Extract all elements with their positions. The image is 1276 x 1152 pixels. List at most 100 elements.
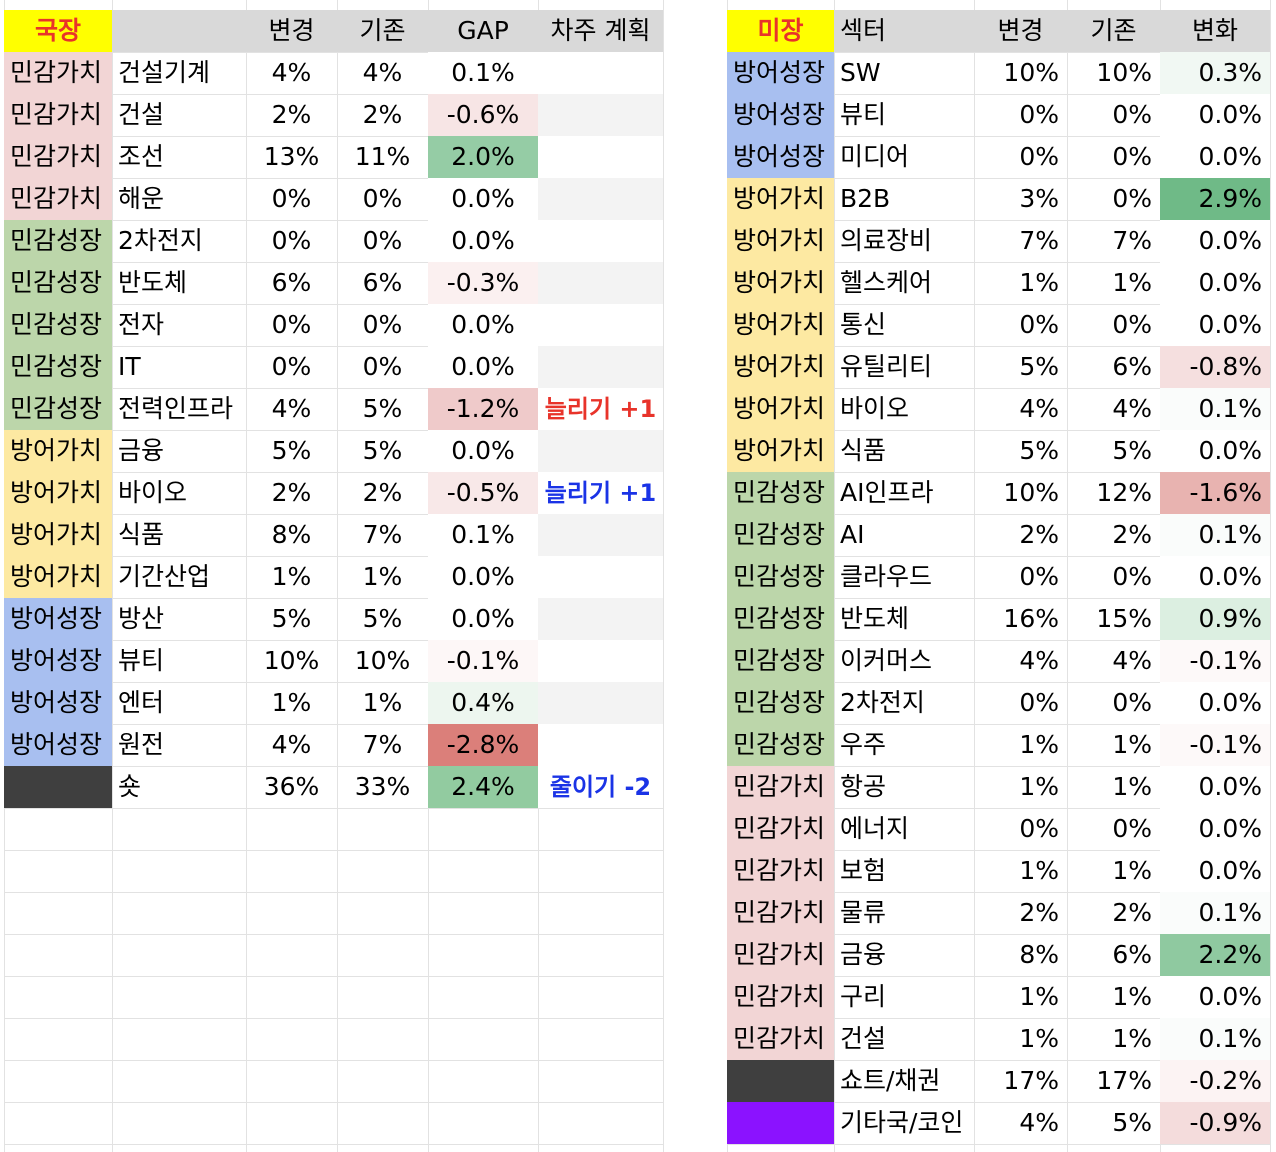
us-category-cell[interactable]: 민감성장 — [727, 472, 834, 514]
kr-plan-cell[interactable] — [538, 556, 663, 598]
us-category-cell[interactable] — [727, 1102, 834, 1144]
us-new-weight-cell[interactable]: 0% — [1019, 688, 1059, 717]
us-change-cell[interactable]: 0.9% — [1160, 598, 1270, 640]
us-change-cell[interactable]: -0.2% — [1160, 1060, 1270, 1102]
us-sector-cell[interactable]: 항공 — [840, 772, 887, 801]
kr-category-cell[interactable]: 방어성장 — [4, 724, 112, 766]
us-category-cell[interactable]: 방어성장 — [727, 52, 834, 94]
us-old-weight-cell[interactable]: 0% — [1112, 688, 1152, 717]
kr-category-cell[interactable] — [4, 766, 112, 808]
us-new-weight-cell[interactable]: 8% — [1019, 940, 1059, 969]
kr-header-plan[interactable]: 차주 계획 — [538, 10, 663, 52]
us-category-cell[interactable]: 방어가치 — [727, 178, 834, 220]
us-change-cell[interactable]: -0.1% — [1160, 724, 1270, 766]
kr-old-weight-cell[interactable]: 33% — [354, 772, 411, 801]
us-old-weight-cell[interactable]: 17% — [1096, 1066, 1152, 1095]
us-change-cell[interactable]: 0.1% — [1160, 388, 1270, 430]
us-change-cell[interactable]: 0.1% — [1160, 892, 1270, 934]
kr-gap-cell[interactable]: -0.6% — [428, 94, 538, 136]
kr-new-weight-cell[interactable]: 36% — [263, 772, 320, 801]
us-new-weight-cell[interactable]: 3% — [1019, 184, 1059, 213]
kr-gap-cell[interactable]: 0.1% — [428, 52, 538, 94]
us-category-cell[interactable]: 민감가치 — [727, 934, 834, 976]
us-old-weight-cell[interactable]: 1% — [1112, 772, 1152, 801]
kr-old-weight-cell[interactable]: 10% — [354, 646, 411, 675]
kr-old-weight-cell[interactable]: 7% — [362, 730, 403, 759]
kr-new-weight-cell[interactable]: 8% — [271, 520, 312, 549]
us-header-sector[interactable]: 섹터 — [834, 10, 974, 52]
kr-new-weight-cell[interactable]: 10% — [263, 646, 320, 675]
kr-plan-cell[interactable]: 늘리기 +1 — [538, 388, 663, 430]
us-category-cell[interactable]: 방어가치 — [727, 388, 834, 430]
us-sector-cell[interactable]: 2차전지 — [840, 688, 925, 717]
us-change-cell[interactable]: -1.6% — [1160, 472, 1270, 514]
kr-title-cell[interactable]: 국장 — [4, 10, 112, 52]
us-category-cell[interactable]: 민감가치 — [727, 766, 834, 808]
us-category-cell[interactable]: 방어성장 — [727, 94, 834, 136]
us-sector-cell[interactable]: 클라우드 — [840, 562, 933, 591]
us-change-cell[interactable]: 0.0% — [1160, 556, 1270, 598]
kr-category-cell[interactable]: 민감성장 — [4, 388, 112, 430]
kr-sector-cell[interactable]: 뷰티 — [118, 646, 165, 675]
us-change-cell[interactable]: 0.0% — [1160, 220, 1270, 262]
kr-old-weight-cell[interactable]: 1% — [362, 562, 403, 591]
us-new-weight-cell[interactable]: 10% — [1003, 478, 1059, 507]
us-header-new[interactable]: 변경 — [974, 10, 1067, 52]
us-change-cell[interactable]: 0.0% — [1160, 766, 1270, 808]
kr-new-weight-cell[interactable]: 2% — [271, 478, 312, 507]
kr-old-weight-cell[interactable]: 2% — [362, 100, 403, 129]
us-old-weight-cell[interactable]: 1% — [1112, 856, 1152, 885]
kr-category-cell[interactable]: 방어성장 — [4, 682, 112, 724]
us-old-weight-cell[interactable]: 2% — [1112, 520, 1152, 549]
kr-plan-cell[interactable] — [538, 94, 663, 136]
kr-gap-cell[interactable]: 0.1% — [428, 514, 538, 556]
kr-new-weight-cell[interactable]: 4% — [271, 730, 312, 759]
kr-category-cell[interactable]: 민감성장 — [4, 262, 112, 304]
us-category-cell[interactable]: 민감성장 — [727, 724, 834, 766]
kr-plan-cell[interactable] — [538, 430, 663, 472]
kr-sector-cell[interactable]: 전자 — [118, 310, 165, 339]
kr-old-weight-cell[interactable]: 2% — [362, 478, 403, 507]
us-new-weight-cell[interactable]: 4% — [1019, 646, 1059, 675]
kr-plan-cell[interactable] — [538, 178, 663, 220]
us-old-weight-cell[interactable]: 0% — [1112, 814, 1152, 843]
kr-plan-cell[interactable] — [538, 682, 663, 724]
us-change-cell[interactable]: -0.1% — [1160, 640, 1270, 682]
kr-sector-cell[interactable]: 2차전지 — [118, 226, 203, 255]
kr-new-weight-cell[interactable]: 4% — [271, 394, 312, 423]
kr-category-cell[interactable]: 방어가치 — [4, 430, 112, 472]
us-change-cell[interactable]: 0.0% — [1160, 94, 1270, 136]
kr-gap-cell[interactable]: 0.0% — [428, 178, 538, 220]
kr-category-cell[interactable]: 민감가치 — [4, 178, 112, 220]
us-sector-cell[interactable]: 구리 — [840, 982, 887, 1011]
us-change-cell[interactable]: 0.0% — [1160, 304, 1270, 346]
kr-new-weight-cell[interactable]: 2% — [271, 100, 312, 129]
us-new-weight-cell[interactable]: 1% — [1019, 268, 1059, 297]
us-change-cell[interactable]: 0.0% — [1160, 850, 1270, 892]
us-sector-cell[interactable]: 식품 — [840, 436, 887, 465]
kr-plan-cell[interactable] — [538, 598, 663, 640]
kr-header-old[interactable]: 기존 — [337, 10, 428, 52]
kr-sector-cell[interactable]: 조선 — [118, 142, 165, 171]
kr-header-blank[interactable] — [112, 10, 246, 52]
us-change-cell[interactable]: -0.8% — [1160, 346, 1270, 388]
us-sector-cell[interactable]: 물류 — [840, 898, 887, 927]
kr-new-weight-cell[interactable]: 0% — [271, 352, 312, 381]
kr-gap-cell[interactable]: 0.0% — [428, 346, 538, 388]
us-sector-cell[interactable]: AI인프라 — [840, 478, 934, 507]
kr-gap-cell[interactable]: 0.0% — [428, 220, 538, 262]
kr-plan-cell[interactable] — [538, 304, 663, 346]
us-old-weight-cell[interactable]: 4% — [1112, 646, 1152, 675]
us-change-cell[interactable]: 0.0% — [1160, 682, 1270, 724]
us-old-weight-cell[interactable]: 15% — [1096, 604, 1152, 633]
us-category-cell[interactable]: 방어가치 — [727, 304, 834, 346]
us-change-cell[interactable]: 2.9% — [1160, 178, 1270, 220]
us-category-cell[interactable]: 방어가치 — [727, 220, 834, 262]
kr-category-cell[interactable]: 방어성장 — [4, 640, 112, 682]
us-new-weight-cell[interactable]: 5% — [1019, 436, 1059, 465]
us-new-weight-cell[interactable]: 0% — [1019, 814, 1059, 843]
us-sector-cell[interactable]: 이커머스 — [840, 646, 933, 675]
us-new-weight-cell[interactable]: 4% — [1019, 394, 1059, 423]
us-old-weight-cell[interactable]: 0% — [1112, 184, 1152, 213]
